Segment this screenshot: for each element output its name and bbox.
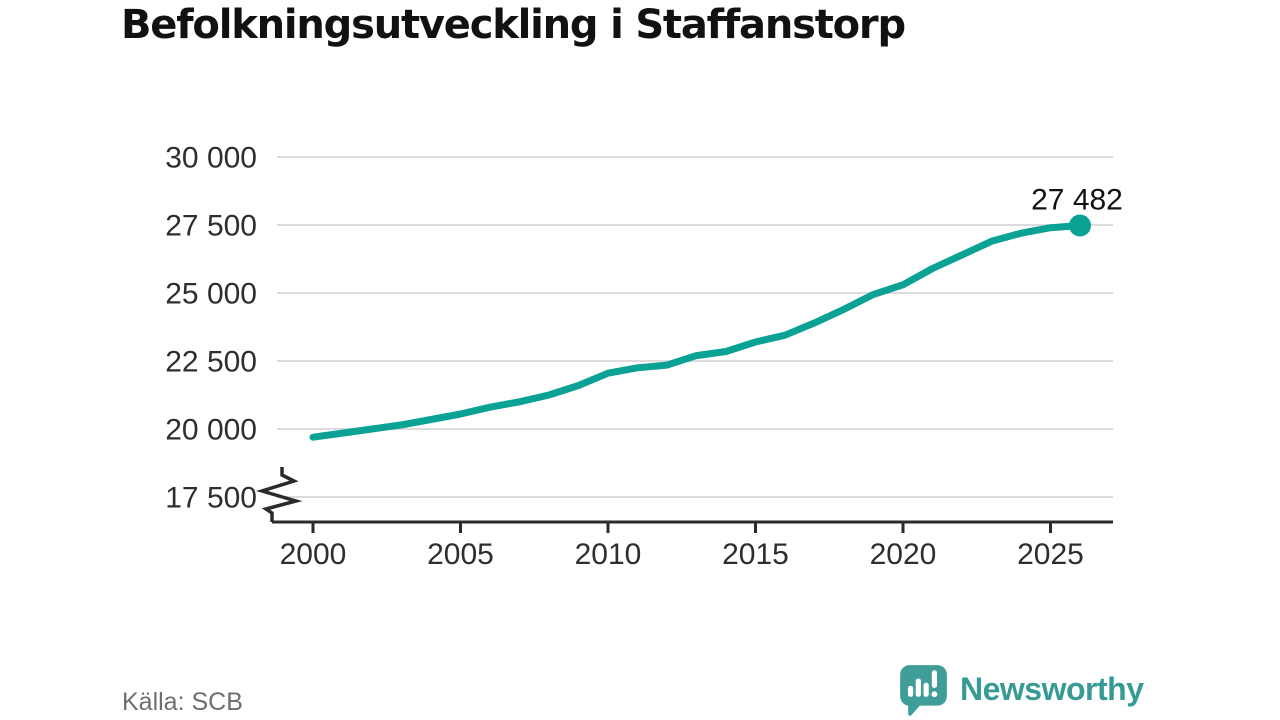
chart-title: Befolkningsutveckling i Staffanstorp xyxy=(121,2,906,48)
x-tick-label: 2005 xyxy=(427,538,494,571)
x-tick-label: 2015 xyxy=(722,538,789,571)
y-tick-label: 25 000 xyxy=(165,278,257,311)
series-layer xyxy=(309,214,1091,441)
axes-layer xyxy=(255,467,1113,533)
y-tick-label: 30 000 xyxy=(165,142,257,175)
source-label: Källa: SCB xyxy=(122,688,243,716)
y-axis-break-icon xyxy=(255,467,303,522)
y-tick-label: 17 500 xyxy=(165,482,257,515)
last-point-marker xyxy=(1069,214,1091,237)
labels-layer: 30 000 27 500 25 000 22 500 20 000 17 500 2000… xyxy=(165,142,1123,572)
population-line xyxy=(309,222,1084,441)
y-tick-label: 22 500 xyxy=(165,346,257,379)
bar-tall-icon xyxy=(915,678,921,697)
exclamation-dot-icon xyxy=(931,691,938,698)
x-tick-label: 2010 xyxy=(575,538,642,571)
x-tick-label: 2025 xyxy=(1017,538,1084,571)
bar-short-icon xyxy=(907,685,914,697)
gridlines-layer xyxy=(277,156,1113,498)
exclamation-stem-icon xyxy=(931,670,938,688)
end-value-label: 27 482 xyxy=(1031,183,1123,216)
x-tick-label: 2020 xyxy=(870,538,937,571)
newsworthy-logo-icon xyxy=(900,665,947,716)
newsworthy-wordmark: Newsworthy xyxy=(960,670,1144,707)
newsworthy-brand: Newsworthy xyxy=(896,662,1144,716)
y-tick-label: 20 000 xyxy=(165,414,257,447)
x-tick-label: 2000 xyxy=(280,538,347,571)
y-tick-label: 27 500 xyxy=(165,210,257,243)
bar-medium-icon xyxy=(923,682,929,697)
